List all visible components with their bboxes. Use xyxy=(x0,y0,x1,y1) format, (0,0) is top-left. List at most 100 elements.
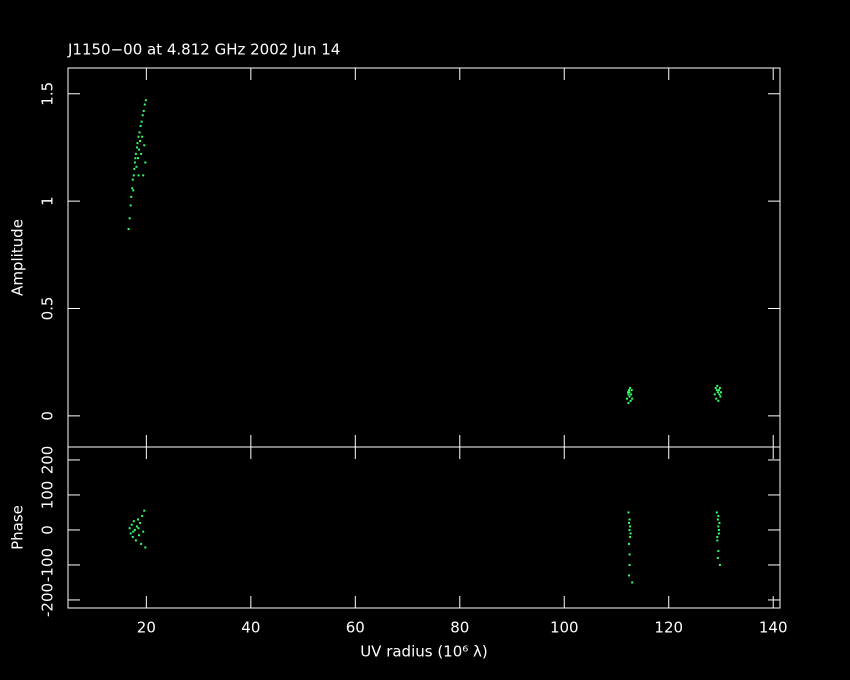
data-point xyxy=(135,525,138,528)
data-point xyxy=(140,542,143,545)
data-point xyxy=(625,397,628,400)
data-point xyxy=(627,401,630,404)
data-point xyxy=(144,161,147,164)
data-point xyxy=(719,391,722,394)
data-point xyxy=(716,391,719,394)
data-point xyxy=(716,384,719,387)
data-point xyxy=(141,135,144,138)
data-point xyxy=(718,521,721,524)
x-tick-label: 60 xyxy=(346,619,365,637)
y-tick-label: 0 xyxy=(39,525,57,535)
y-tick-label: -200 xyxy=(39,583,57,617)
data-point xyxy=(134,152,137,155)
data-point xyxy=(714,386,717,389)
y-tick-label: 0 xyxy=(39,411,57,421)
data-point xyxy=(628,521,631,524)
x-tick-label: 80 xyxy=(450,619,469,637)
data-point xyxy=(628,391,631,394)
data-point xyxy=(128,217,131,220)
data-point xyxy=(128,527,131,530)
data-point xyxy=(140,152,143,155)
data-point xyxy=(133,161,136,164)
x-tick-label: 120 xyxy=(654,619,683,637)
data-point xyxy=(133,528,136,531)
data-point xyxy=(628,528,631,531)
y-axis-label: Phase xyxy=(9,505,27,550)
data-point xyxy=(719,395,722,398)
data-point xyxy=(629,525,632,528)
plot-frame xyxy=(67,67,781,448)
data-point xyxy=(716,518,719,521)
data-point xyxy=(131,535,134,538)
data-point xyxy=(134,539,137,542)
data-point xyxy=(139,521,142,524)
data-point xyxy=(715,397,718,400)
data-point xyxy=(136,518,139,521)
data-point xyxy=(628,574,631,577)
x-tick-label: 100 xyxy=(550,619,579,637)
data-point xyxy=(631,581,634,584)
data-point xyxy=(136,157,139,160)
data-point xyxy=(129,204,132,207)
data-point xyxy=(139,124,142,127)
data-point xyxy=(628,542,631,545)
data-point xyxy=(131,187,134,190)
data-point xyxy=(142,109,145,112)
data-point xyxy=(718,386,721,389)
data-point xyxy=(129,532,132,535)
x-tick-label: 20 xyxy=(137,619,156,637)
data-point xyxy=(628,553,631,556)
data-point xyxy=(141,114,144,117)
plot-frame xyxy=(67,446,781,609)
data-point xyxy=(715,389,718,392)
data-point xyxy=(138,131,141,134)
y-tick-label: 1 xyxy=(39,196,57,206)
data-point xyxy=(130,523,133,526)
data-point xyxy=(717,399,720,402)
data-point xyxy=(137,527,140,530)
data-point xyxy=(143,103,146,106)
data-point xyxy=(631,397,634,400)
data-point xyxy=(138,534,141,537)
chart-title: J1150−00 at 4.812 GHz 2002 Jun 14 xyxy=(67,41,340,59)
data-point xyxy=(716,535,719,538)
data-point xyxy=(136,142,139,145)
data-point xyxy=(130,195,133,198)
data-point xyxy=(132,530,135,533)
data-point xyxy=(135,146,138,149)
data-point xyxy=(628,518,631,521)
data-point xyxy=(630,389,633,392)
data-point xyxy=(132,189,135,192)
data-point xyxy=(143,144,146,147)
data-point xyxy=(627,511,630,514)
data-point xyxy=(717,514,720,517)
data-point xyxy=(626,391,629,394)
y-tick-label: -100 xyxy=(39,548,57,582)
data-point xyxy=(127,228,130,231)
data-point xyxy=(717,528,720,531)
data-point xyxy=(717,389,720,392)
x-tick-label: 140 xyxy=(759,619,788,637)
data-point xyxy=(628,563,631,566)
data-point xyxy=(628,395,631,398)
data-point xyxy=(717,532,720,535)
x-axis-label: UV radius (10⁶ λ) xyxy=(360,643,488,661)
data-point xyxy=(143,509,146,512)
data-point xyxy=(629,532,632,535)
data-point xyxy=(144,546,147,549)
data-point xyxy=(131,178,134,181)
data-point xyxy=(629,535,632,538)
data-point xyxy=(137,135,140,138)
data-point xyxy=(713,393,716,396)
data-point xyxy=(141,514,144,517)
data-point xyxy=(142,530,145,533)
data-point xyxy=(132,520,135,523)
x-tick-label: 40 xyxy=(241,619,260,637)
data-point xyxy=(716,556,719,559)
data-point xyxy=(629,399,632,402)
data-point xyxy=(627,393,630,396)
data-point xyxy=(135,165,138,168)
data-point xyxy=(133,167,136,170)
